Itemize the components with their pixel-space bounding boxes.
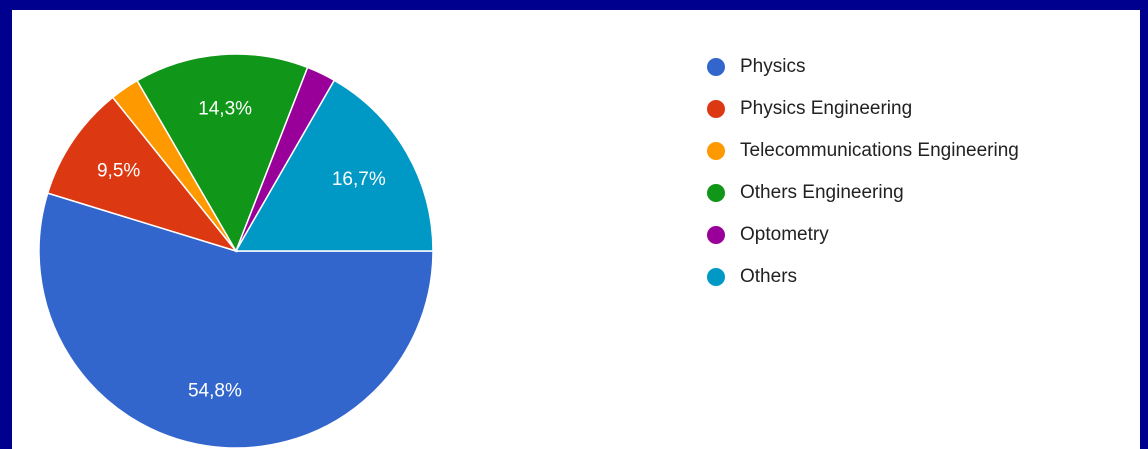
legend-label: Others [740,266,797,287]
legend-swatch [707,184,725,202]
legend-swatch [707,268,725,286]
slice-label: 9,5% [97,160,140,181]
legend-swatch [707,142,725,160]
legend-swatch [707,58,725,76]
legend-swatch [707,100,725,118]
slice-label: 54,8% [188,380,242,401]
pie-slice [46,96,239,253]
pie-slice [38,192,434,449]
legend-label: Physics Engineering [740,98,912,119]
slice-label: 16,7% [332,169,386,190]
legend-swatch [707,226,725,244]
legend-label: Optometry [740,224,829,245]
legend-label: Telecommunications Engineering [740,140,1019,161]
pie-slice [234,79,434,252]
legend-label: Physics [740,56,805,77]
pie-slice [136,53,309,253]
legend-label: Others Engineering [740,182,904,203]
slice-label: 14,3% [198,99,252,120]
